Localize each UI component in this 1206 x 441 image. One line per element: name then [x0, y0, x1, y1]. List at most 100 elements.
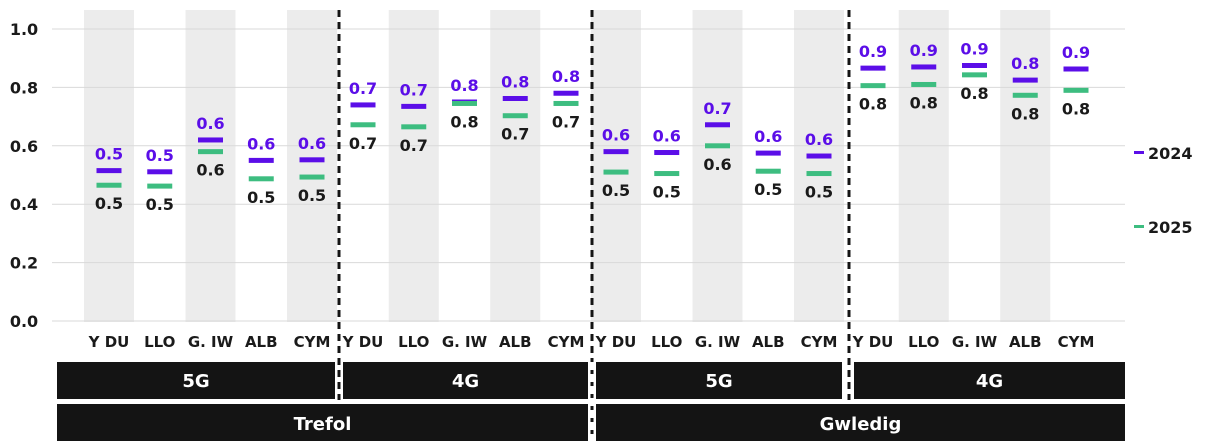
mark-2024 — [198, 137, 223, 143]
legend-swatch-2024 — [1134, 151, 1144, 154]
data-label-2025: 0.6 — [196, 161, 224, 180]
tech-group-label: 4G — [452, 371, 479, 392]
group-dividers — [337, 10, 851, 441]
tech-group-box — [343, 362, 588, 399]
mark-2025 — [1012, 92, 1038, 98]
mark-2024 — [1012, 77, 1038, 83]
tech-group-label: 5G — [182, 371, 209, 392]
data-label-2025: 0.8 — [859, 95, 887, 114]
data-label-2024: 0.6 — [602, 126, 630, 145]
data-label-2025: 0.7 — [552, 112, 580, 131]
category-band — [84, 10, 134, 322]
category-label: CYM — [548, 333, 585, 351]
mark-2025 — [755, 168, 781, 174]
legend-swatch-2025 — [1134, 225, 1144, 228]
mark-2025 — [452, 100, 477, 106]
category-label: ALB — [752, 333, 785, 351]
mark-2024 — [1063, 66, 1089, 72]
data-label-2024: 0.7 — [703, 99, 731, 118]
tech-group-label: 4G — [976, 371, 1003, 392]
data-label-2024: 0.7 — [400, 80, 428, 99]
data-label-2024: 0.8 — [1011, 54, 1039, 73]
mark-2024 — [248, 157, 274, 163]
data-label-2024: 0.9 — [859, 42, 887, 61]
data-label-2025: 0.7 — [400, 136, 428, 155]
data-label-2025: 0.7 — [349, 134, 377, 153]
mark-2025 — [299, 174, 325, 180]
mark-2024 — [299, 157, 325, 163]
mark-2024 — [755, 150, 781, 156]
data-label-2025: 0.5 — [754, 180, 782, 199]
mark-2025 — [96, 182, 122, 188]
mark-2024 — [96, 168, 122, 174]
category-label: LLO — [651, 333, 682, 351]
data-label-2024: 0.6 — [653, 127, 681, 146]
category-label: G. IW — [952, 333, 998, 351]
category-label: LLO — [908, 333, 939, 351]
mark-2025 — [350, 122, 376, 128]
data-labels: 0.5 0.5 0.5 0.5 0.6 0.6 0.6 0.5 0.6 0.5 0.7 0.7 0.7 0… — [95, 40, 1090, 215]
mark-2024 — [603, 149, 629, 155]
category-label: Y DU — [342, 333, 384, 351]
mark-2024 — [654, 150, 680, 156]
category-label: CYM — [801, 333, 838, 351]
mark-2025 — [806, 171, 832, 177]
y-tick-label: 0.4 — [10, 195, 38, 214]
category-band — [1000, 10, 1051, 322]
y-tick-label: 0.6 — [10, 137, 38, 156]
area-group-label: Trefol — [294, 414, 352, 435]
category-label: ALB — [499, 333, 532, 351]
data-label-2025: 0.5 — [95, 194, 123, 213]
mark-2024 — [502, 95, 528, 101]
mark-2025 — [911, 81, 937, 87]
data-label-2025: 0.5 — [298, 186, 326, 205]
mark-2024 — [860, 65, 886, 71]
category-label: G. IW — [695, 333, 741, 351]
y-tick-label: 1.0 — [10, 20, 38, 39]
data-label-2024: 0.9 — [960, 40, 988, 59]
data-label-2025: 0.8 — [910, 93, 938, 112]
data-label-2024: 0.7 — [349, 79, 377, 98]
mark-2024 — [147, 169, 173, 175]
category-label: Y DU — [852, 333, 894, 351]
mark-2025 — [147, 183, 173, 189]
mark-2025 — [962, 72, 987, 78]
data-label-2025: 0.8 — [960, 84, 988, 103]
data-label-2025: 0.8 — [450, 112, 478, 131]
mark-2024 — [553, 90, 579, 96]
legend-label-2025: 2025 — [1148, 218, 1193, 237]
category-band — [388, 10, 439, 322]
data-label-2024: 0.6 — [298, 134, 326, 153]
category-label: G. IW — [188, 333, 234, 351]
y-tick-label: 0.8 — [10, 78, 38, 97]
data-label-2024: 0.8 — [552, 67, 580, 86]
category-label: LLO — [144, 333, 175, 351]
data-label-2024: 0.9 — [1062, 43, 1090, 62]
category-band — [794, 10, 844, 322]
data-label-2025: 0.5 — [653, 183, 681, 202]
category-label: Y DU — [595, 333, 637, 351]
category-bands — [84, 10, 1051, 322]
category-label: G. IW — [442, 333, 488, 351]
data-label-2025: 0.8 — [1011, 104, 1039, 123]
category-label: ALB — [245, 333, 278, 351]
data-label-2024: 0.6 — [754, 127, 782, 146]
data-label-2025: 0.7 — [501, 125, 529, 144]
y-tick-label: 0.2 — [10, 254, 38, 273]
y-tick-label: 0.0 — [10, 312, 38, 331]
legend-label-2024: 2024 — [1148, 144, 1193, 163]
mark-2025 — [198, 149, 223, 155]
mark-2025 — [860, 83, 886, 89]
legend: 2024 2025 — [1134, 144, 1193, 237]
mark-2025 — [705, 143, 730, 149]
data-label-2024: 0.5 — [146, 146, 174, 165]
category-label: CYM — [294, 333, 331, 351]
data-label-2025: 0.5 — [146, 195, 174, 214]
category-label: CYM — [1058, 333, 1095, 351]
gridlines — [52, 28, 1125, 322]
group-headers: 5G 4G 5G 4G Trefol Gwledig — [57, 362, 1125, 441]
mark-2025 — [401, 124, 427, 130]
data-label-2025: 0.8 — [1062, 99, 1090, 118]
mark-2024 — [401, 103, 427, 109]
